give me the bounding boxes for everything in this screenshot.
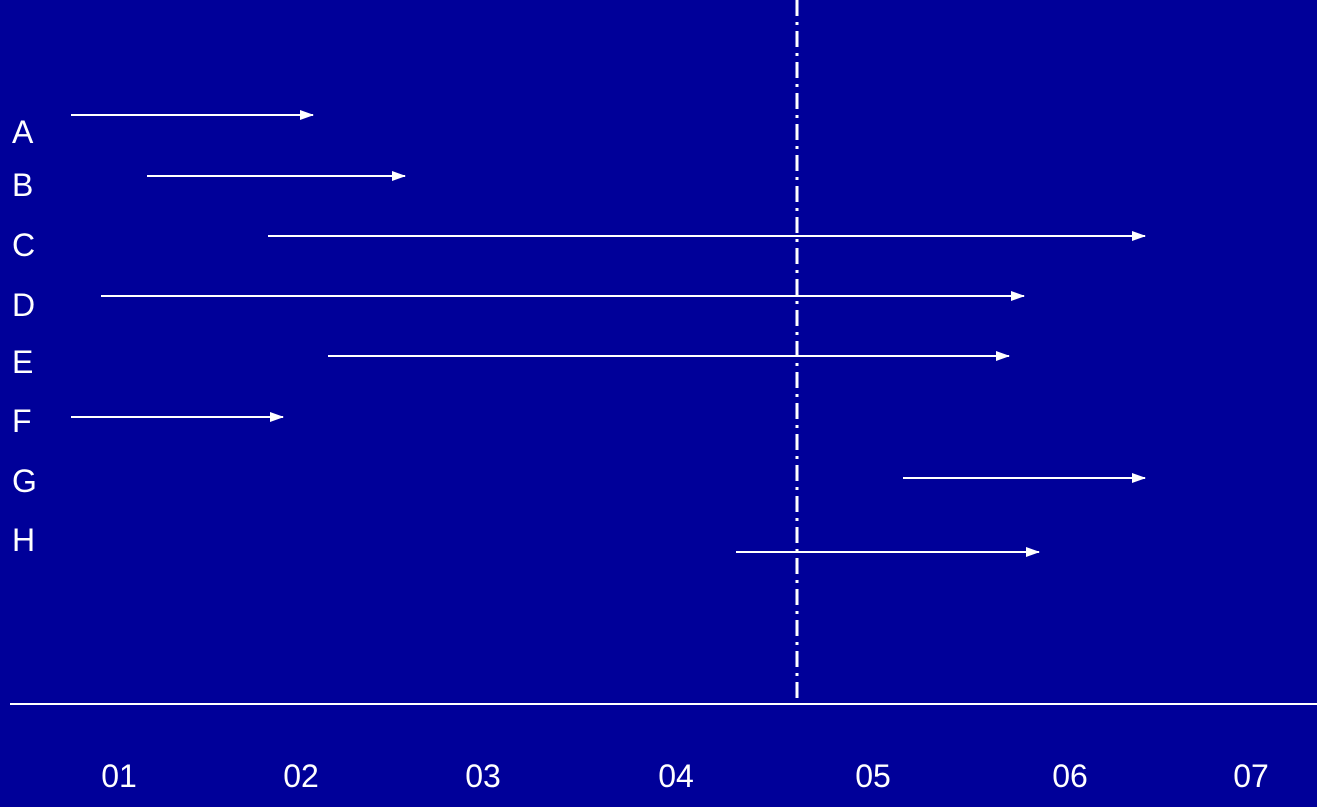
row-label-d: D	[12, 287, 35, 323]
row-label-a: A	[12, 114, 34, 150]
axis-tick-label: 05	[855, 758, 891, 794]
row-label-e: E	[12, 344, 33, 380]
row-label-g: G	[12, 463, 37, 499]
axis-tick-label: 02	[283, 758, 319, 794]
row-label-h: H	[12, 522, 35, 558]
axis-tick-label: 07	[1233, 758, 1269, 794]
axis-tick-label: 06	[1052, 758, 1088, 794]
row-label-f: F	[12, 403, 32, 439]
axis-tick-label: 01	[101, 758, 137, 794]
axis-tick-label: 04	[658, 758, 694, 794]
axis-tick-label: 03	[465, 758, 501, 794]
row-label-c: C	[12, 227, 35, 263]
row-label-b: B	[12, 167, 33, 203]
